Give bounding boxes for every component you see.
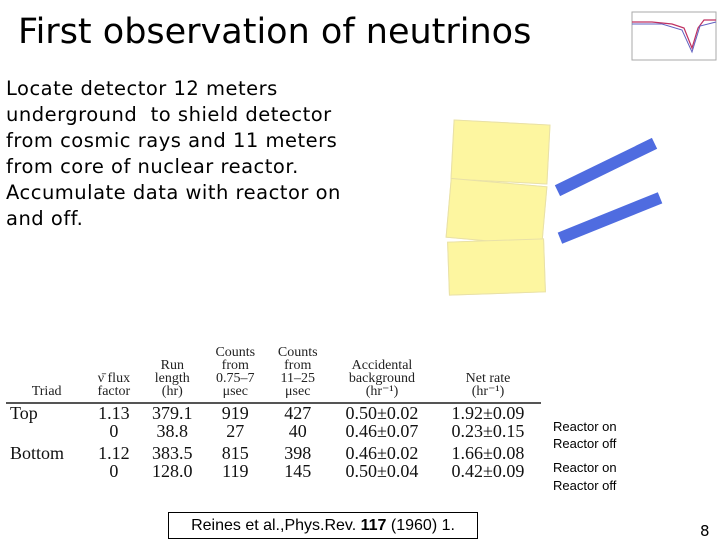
column-header: Counts from 11–25 μsec (266, 346, 329, 404)
detector-pad (450, 119, 551, 185)
table-cell: 145 (284, 461, 312, 481)
column-header: Net rate (hr⁻¹) (434, 346, 541, 404)
body-line: underground to shield detector (6, 103, 332, 126)
table-cell: Bottom (10, 443, 65, 463)
table-cell: 128.0 (152, 461, 193, 481)
table-cell: 1.66±0.08 (451, 443, 525, 463)
table-cell: 379.1 (152, 403, 193, 423)
table-row: Bottom 1.12 383.5 815 398 0.46±0.02 1.66±0.08 (6, 440, 541, 462)
table-cell: 398 (284, 443, 312, 463)
results-table: Triad ν̄ flux factor Run length (hr) Counts… (6, 346, 541, 480)
table-cell: 0 (109, 461, 119, 481)
body-line: from cosmic rays and 11 meters (6, 129, 338, 152)
detector-bar (557, 192, 663, 244)
body-line: and off. (6, 207, 84, 230)
table-cell: 0.46±0.02 (345, 443, 419, 463)
column-header: Run length (hr) (140, 346, 205, 404)
table-cell: 0 (109, 421, 119, 441)
table-row: Top 1.13 379.1 919 427 0.50±0.02 1.92±0.09 (6, 403, 541, 422)
column-header: Counts from 0.75–7 μsec (204, 346, 267, 404)
table-cell: 119 (222, 461, 249, 481)
table-cell: 0.50±0.04 (345, 461, 419, 481)
slide-title: First observation of neutrinos (18, 12, 532, 52)
table-cell (6, 462, 87, 480)
table-cell: 383.5 (152, 443, 193, 463)
table-cell: Top (10, 403, 38, 423)
page-number: 8 (700, 522, 710, 540)
reactor-label: Reactor off (553, 436, 617, 451)
table-cell: 427 (284, 403, 312, 423)
reactor-label: Reactor off (553, 478, 617, 493)
citation: Reines et al.,Phys.Rev. 117 (1960) 1. (168, 512, 478, 539)
column-header: Accidental background (hr⁻¹) (328, 346, 435, 404)
table-cell: 0.46±0.07 (345, 421, 419, 441)
table-cell: 0.42±0.09 (451, 461, 525, 481)
reactor-label: Reactor on (553, 419, 617, 434)
citation-text: (1960) 1. (390, 517, 455, 534)
table-cell: 815 (221, 443, 249, 463)
table-cell: 38.8 (156, 421, 189, 441)
table-cell: 919 (221, 403, 249, 423)
table-row: 0 128.0 119 145 0.50±0.04 0.42±0.09 (6, 462, 541, 480)
body-line: from core of nuclear reactor. (6, 155, 299, 178)
reactor-label: Reactor on (553, 460, 617, 475)
body-line: Locate detector 12 meters (6, 77, 278, 100)
header-row: Triad ν̄ flux factor Run length (hr) Counts… (6, 346, 541, 404)
detector-bar (554, 137, 658, 197)
thumbnail-plot (631, 11, 717, 61)
column-header: Triad (6, 346, 88, 404)
table-cell: 40 (288, 421, 307, 441)
detector-pad (445, 177, 548, 247)
table-cell: 1.92±0.09 (451, 403, 525, 423)
body-line: Accumulate data with reactor on (6, 181, 341, 204)
citation-text: Reines et al.,Phys.Rev. (191, 517, 357, 534)
table-cell: 1.13 (98, 403, 130, 423)
table-cell (6, 422, 87, 440)
column-header: ν̄ flux factor (87, 346, 141, 404)
table-row: 0 38.8 27 40 0.46±0.07 0.23±0.15 (6, 422, 541, 440)
body-text: Locate detector 12 meters underground to… (6, 76, 341, 232)
table-cell: 0.50±0.02 (345, 403, 419, 423)
table-cell: 1.12 (98, 443, 130, 463)
detector-pad (447, 238, 546, 296)
citation-volume: 117 (360, 517, 387, 534)
table-cell: 0.23±0.15 (451, 421, 525, 441)
table-cell: 27 (226, 421, 245, 441)
